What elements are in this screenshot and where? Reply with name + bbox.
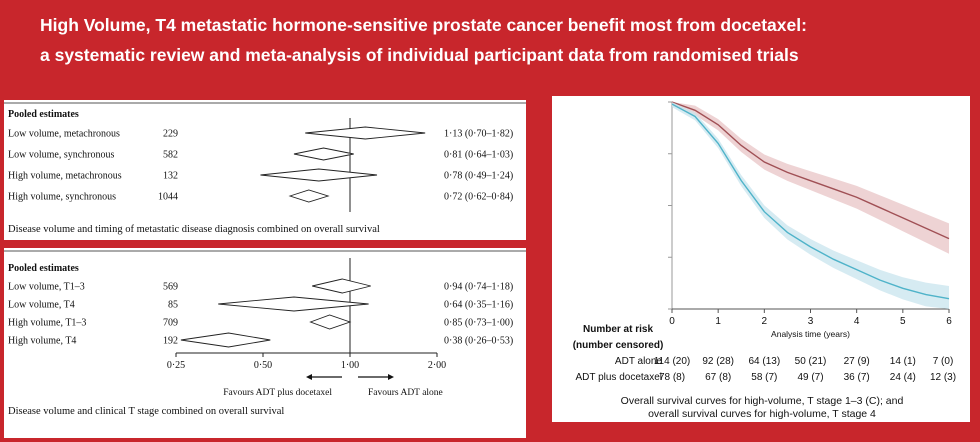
survival-curve (671, 101, 950, 240)
row-label: High volume, T4 (8, 336, 76, 347)
row-label: Low volume, T1–3 (8, 282, 85, 293)
row-n: 569 (163, 282, 178, 293)
risk-value: 64 (13) (748, 356, 780, 367)
row-estimate: 0·78 (0·49–1·24) (444, 171, 513, 182)
risk-value: 50 (21) (795, 356, 827, 367)
row-estimate: 0·94 (0·74–1·18) (444, 282, 513, 293)
x-tick-label: 0 (669, 316, 675, 327)
row-estimate: 0·85 (0·73–1·00) (444, 318, 513, 329)
estimate-diamond (218, 296, 369, 312)
risk-value: 114 (20) (654, 356, 691, 367)
row-n: 229 (163, 129, 178, 140)
x-tick-label: 0·50 (254, 360, 272, 371)
row-estimate: 0·81 (0·64–1·03) (444, 150, 513, 161)
km-caption-line-2: overall survival curves for high-volume,… (648, 408, 876, 420)
row-n: 582 (163, 150, 178, 161)
risk-value: 78 (8) (659, 372, 685, 383)
row-n: 709 (163, 318, 178, 329)
estimate-diamond (312, 278, 371, 294)
poster-title: High Volume, T4 metastatic hormone-sensi… (40, 10, 960, 70)
x-tick-label: 3 (808, 316, 814, 327)
title-line-1: High Volume, T4 metastatic hormone-sensi… (40, 15, 807, 35)
favours-right-label: Favours ADT alone (368, 388, 443, 398)
row-n: 132 (163, 171, 178, 182)
row-label: High volume, metachronous (8, 171, 122, 182)
row-label: Low volume, metachronous (8, 129, 120, 140)
row-n: 85 (168, 300, 178, 311)
row-estimate: 0·64 (0·35–1·16) (444, 300, 513, 311)
row-label: Low volume, synchronous (8, 150, 114, 161)
pooled-header: Pooled estimates (8, 109, 79, 120)
estimate-diamond (293, 147, 354, 161)
row-label: High volume, T1–3 (8, 318, 86, 329)
x-tick-label: 4 (854, 316, 860, 327)
risk-title: Number at risk (583, 324, 653, 335)
estimate-diamond (309, 314, 352, 330)
estimate-diamond (288, 189, 330, 203)
risk-value: 92 (28) (702, 356, 734, 367)
risk-value: 67 (8) (705, 372, 731, 383)
forest-plot-timing-panel: Pooled estimates Low volume, metachronous… (4, 100, 526, 240)
x-tick-label: 1 (715, 316, 721, 327)
panel-caption: Disease volume and clinical T stage comb… (8, 406, 284, 417)
panel-caption: Disease volume and timing of metastatic … (8, 224, 380, 235)
row-n: 1044 (158, 192, 178, 203)
survival-curve-chart: 0 1 2 3 4 5 6 Analysis time (years) Number at ri… (573, 101, 956, 420)
x-axis-label: Analysis time (years) (771, 329, 850, 339)
favours-right-arrowhead (388, 374, 394, 380)
row-label: High volume, synchronous (8, 192, 116, 203)
estimate-diamond (180, 332, 271, 348)
risk-row-label: ADT plus docetaxel (575, 372, 662, 383)
estimate-diamond (305, 126, 426, 140)
risk-subtitle: (number censored) (573, 340, 664, 351)
x-tick-label: 6 (946, 316, 952, 327)
risk-value: 24 (4) (890, 372, 916, 383)
confidence-band (672, 102, 949, 254)
row-estimate: 1·13 (0·70–1·82) (444, 129, 513, 140)
forest-plot-timing: Pooled estimates Low volume, metachronous… (4, 102, 526, 235)
row-n: 192 (163, 336, 178, 347)
risk-value: 49 (7) (797, 372, 823, 383)
risk-value: 7 (0) (933, 356, 954, 367)
title-line-2: a systematic review and meta-analysis of… (40, 45, 799, 65)
row-estimate: 0·38 (0·26–0·53) (444, 336, 513, 347)
confidence-band (672, 102, 949, 309)
km-caption-line-1: Overall survival curves for high-volume,… (621, 395, 904, 407)
survival-curve-panel: 0 1 2 3 4 5 6 Analysis time (years) Number at ri… (552, 96, 970, 422)
x-tick-label: 5 (900, 316, 906, 327)
x-tick-label: 1·00 (341, 360, 359, 371)
x-tick-label: 0·25 (167, 360, 185, 371)
risk-value: 36 (7) (844, 372, 870, 383)
row-label: Low volume, T4 (8, 300, 75, 311)
pooled-header: Pooled estimates (8, 263, 79, 274)
x-tick-label: 2 (762, 316, 768, 327)
x-tick-label: 2·00 (428, 360, 446, 371)
risk-value: 27 (9) (844, 356, 870, 367)
risk-value: 58 (7) (751, 372, 777, 383)
estimate-diamond (260, 168, 378, 182)
forest-plot-tstage: Pooled estimates Low volume, T1–3 569 0·94 … (4, 250, 526, 417)
survival-curve (671, 103, 950, 300)
forest-plot-tstage-panel: Pooled estimates Low volume, T1–3 569 0·94 … (4, 248, 526, 438)
row-estimate: 0·72 (0·62–0·84) (444, 192, 513, 203)
risk-value: 14 (1) (890, 356, 916, 367)
risk-row-label: ADT alone (615, 356, 663, 367)
favours-left-label: Favours ADT plus docetaxel (223, 388, 332, 398)
favours-left-arrowhead (306, 374, 312, 380)
risk-value: 12 (3) (930, 372, 956, 383)
